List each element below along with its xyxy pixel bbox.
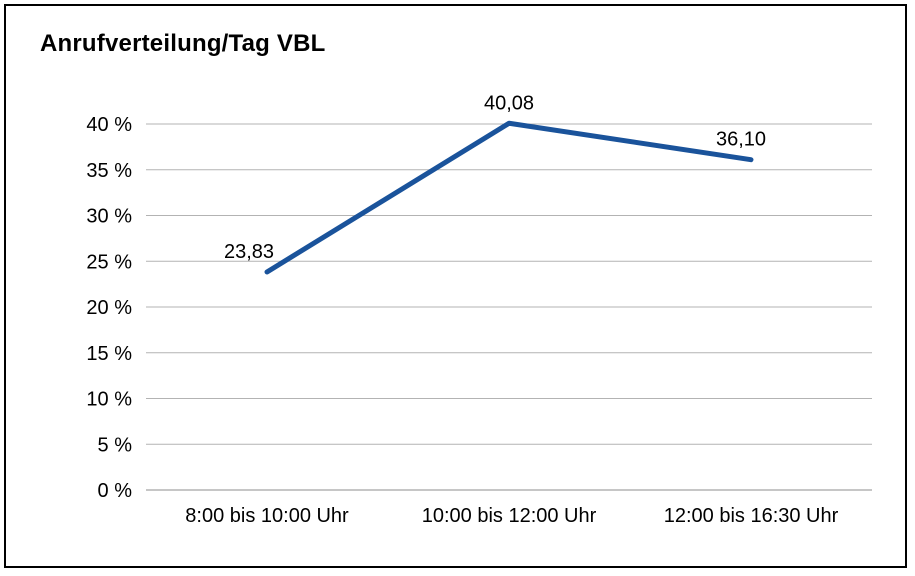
y-tick-label: 5 % [98, 434, 133, 456]
chart-title: Anrufverteilung/Tag VBL [40, 30, 326, 57]
data-label: 40,08 [484, 92, 534, 114]
x-tick-label: 12:00 bis 16:30 Uhr [664, 505, 839, 527]
data-label: 36,10 [716, 129, 766, 151]
line-chart: 0 % 5 % 10 % 15 % 20 % 25 % 30 % 35 % 40 % 8:00 b… [86, 92, 872, 527]
y-tick-label: 0 % [98, 480, 133, 502]
y-tick-label: 10 % [86, 389, 132, 411]
x-tick-label: 10:00 bis 12:00 Uhr [422, 505, 597, 527]
data-label: 23,83 [224, 241, 274, 263]
y-tick-label: 25 % [86, 251, 132, 273]
y-tick-label: 30 % [86, 206, 132, 228]
y-tick-label: 15 % [86, 343, 132, 365]
y-tick-label: 35 % [86, 160, 132, 182]
chart-frame: Anrufverteilung/Tag VBL 0 % 5 % 10 % 15 % 20… [4, 4, 907, 568]
y-tick-label: 20 % [86, 297, 132, 319]
data-series-line [264, 120, 754, 275]
y-tick-label: 40 % [86, 114, 132, 136]
x-tick-label: 8:00 bis 10:00 Uhr [185, 505, 349, 527]
